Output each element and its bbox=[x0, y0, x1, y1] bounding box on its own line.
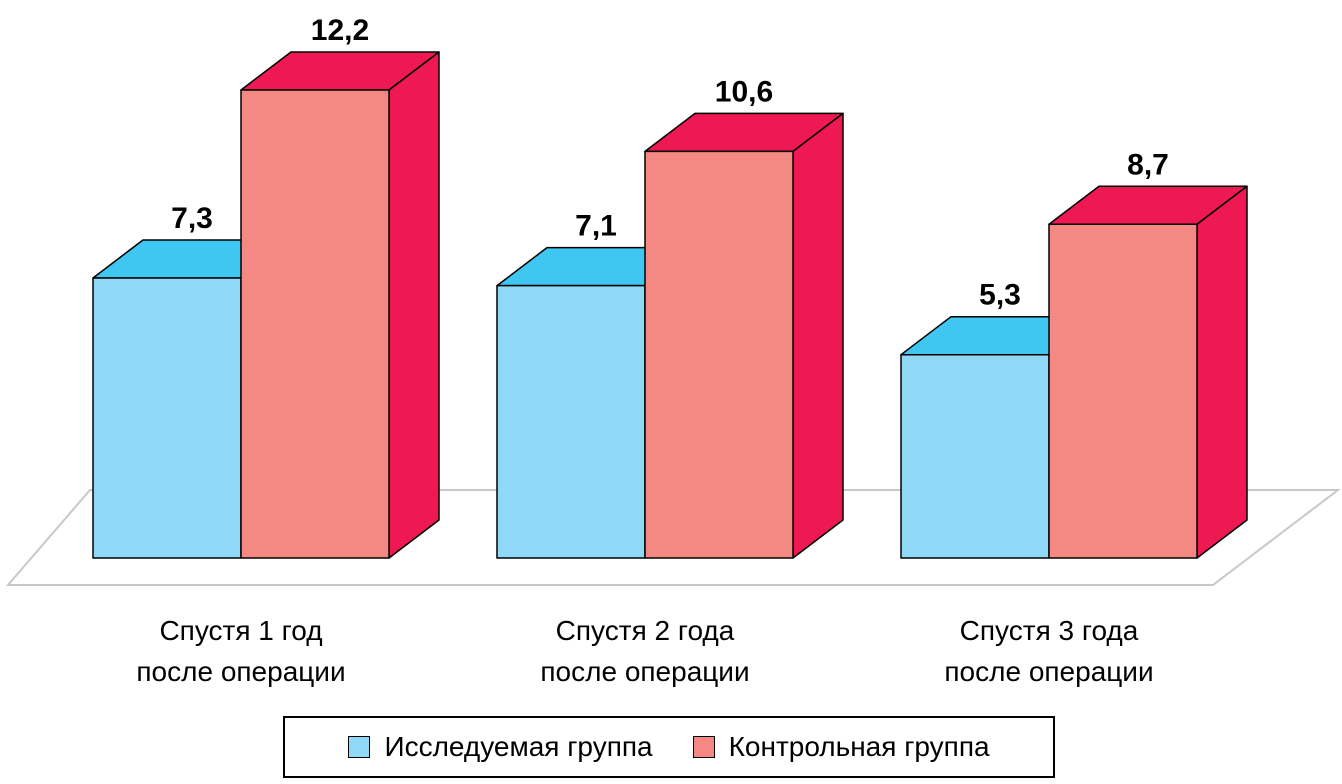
legend-swatch-study bbox=[348, 736, 371, 758]
category-label-2-line-2: после операции bbox=[540, 656, 749, 687]
chart-floor bbox=[5, 489, 1341, 586]
bar-side-face bbox=[792, 112, 844, 559]
bar-control-2 bbox=[644, 112, 844, 559]
category-label-1-line-2: после операции bbox=[136, 656, 345, 687]
bar-front-face bbox=[644, 150, 794, 559]
category-labels-group: Спустя 1 год после операции Спустя 2 года п… bbox=[136, 615, 1153, 687]
bar-front-face bbox=[496, 284, 646, 559]
bars-group bbox=[92, 51, 1248, 559]
category-label-1-line-1: Спустя 1 год bbox=[159, 615, 322, 646]
value-label-study-2: 7,1 bbox=[575, 210, 617, 243]
legend-item-control: Контрольная группа bbox=[692, 731, 990, 763]
value-label-study-3: 5,3 bbox=[979, 279, 1021, 312]
value-label-study-1: 7,3 bbox=[171, 202, 213, 235]
value-labels-group: 7,3 12,2 7,1 10,6 5,3 8,7 bbox=[171, 14, 1169, 312]
value-label-control-3: 8,7 bbox=[1127, 148, 1169, 181]
legend: Исследуемая группа Контрольная группа bbox=[283, 716, 1055, 778]
category-label-3-line-1: Спустя 3 года bbox=[960, 615, 1139, 646]
value-label-control-2: 10,6 bbox=[715, 75, 773, 108]
category-label-2-line-1: Спустя 2 года bbox=[556, 615, 735, 646]
legend-swatch-control bbox=[692, 736, 715, 758]
bar-control-1 bbox=[240, 51, 440, 559]
legend-label-study: Исследуемая группа bbox=[384, 731, 653, 762]
bar-side-face bbox=[388, 51, 440, 559]
legend-item-study: Исследуемая группа bbox=[348, 731, 653, 763]
category-label-3-line-2: после операции bbox=[944, 656, 1153, 687]
bar-control-3 bbox=[1048, 185, 1248, 559]
bar-front-face bbox=[900, 353, 1050, 559]
legend-label-control: Контрольная группа bbox=[728, 731, 990, 762]
bar-front-face bbox=[240, 89, 390, 559]
bar-front-face bbox=[1048, 223, 1198, 559]
bar-side-face bbox=[1196, 185, 1248, 559]
bar-study-2 bbox=[496, 246, 696, 559]
bar-front-face bbox=[92, 277, 242, 559]
value-label-control-1: 12,2 bbox=[311, 14, 369, 47]
bar-study-1 bbox=[92, 239, 292, 559]
